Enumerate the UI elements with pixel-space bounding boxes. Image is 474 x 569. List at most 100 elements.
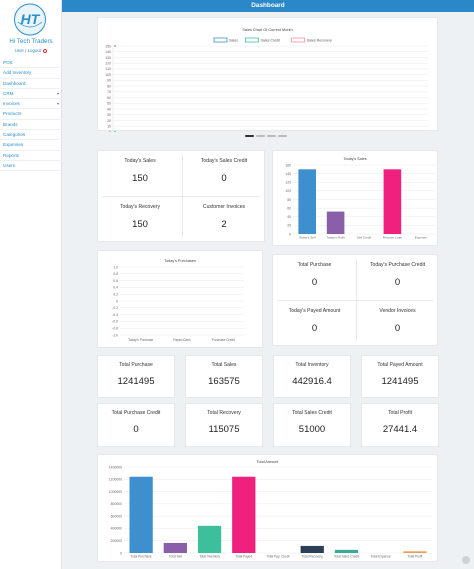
stat-value: 115075 xyxy=(208,424,240,435)
sidebar-item-add-inventory[interactable]: Add Inventory xyxy=(0,68,62,79)
y-tick-label: 1400000 xyxy=(109,465,122,469)
divider xyxy=(182,155,183,237)
y-tick-label: 110 xyxy=(105,67,111,71)
stat-label: Vendor Invoices xyxy=(379,308,416,314)
x-tick-label: Expense xyxy=(415,236,427,240)
sidebar-item-label: Brands xyxy=(3,121,18,127)
x-tick-label: Total Sell xyxy=(169,555,182,559)
stat-value: 150 xyxy=(132,173,148,184)
sidebar-item-label: Invoices xyxy=(3,101,20,107)
sales-chart-title: Sales Chart Of Current Month xyxy=(242,28,293,32)
sales-chart-panel: Sales Chart Of Current Month Sales Sales … xyxy=(97,17,438,132)
todays-purchases-chart: 1.0 0.8 0.6 0.4 0.2 0 -0.2 -0.4 -0.6 -0.8 -1.0 Toda… xyxy=(112,265,244,342)
x-tick-label: Total Payed xyxy=(235,555,252,559)
bar-today-s-sell xyxy=(298,169,317,234)
stat-label: Total Inventory xyxy=(295,362,329,368)
stat-label: Total Profit xyxy=(387,410,413,416)
sidebar-item-reports[interactable]: Reports xyxy=(0,151,62,161)
slider-dot[interactable] xyxy=(278,135,287,137)
hi-tech-logo[interactable]: HT xyxy=(13,3,47,36)
stat-card-total-sales-credit: Total Sales Credit 51000 xyxy=(273,403,351,447)
stat-label: Today's Sales Credit xyxy=(200,158,248,164)
y-tick-label: 140 xyxy=(285,172,291,176)
today-stats-group: Today's Sales 150 Today's Sales Credit 0 Tod… xyxy=(97,150,265,242)
y-tick-label: 60 xyxy=(107,96,111,100)
y-tick-label: 0.2 xyxy=(113,293,118,297)
x-tick-label: Total Profit xyxy=(407,555,422,559)
stat-value: 0 xyxy=(394,323,401,334)
x-tick-label: Total Pay. Credit xyxy=(266,555,289,559)
y-tick-label: 0.8 xyxy=(113,272,118,276)
y-tick-label: 0 xyxy=(120,551,122,555)
stat-value: 442916.4 xyxy=(292,376,332,387)
x-tick-label: Today's Sell xyxy=(299,236,316,240)
brand-name: Hi Tech Traders xyxy=(9,38,53,45)
sidebar-item-label: POS xyxy=(3,60,13,65)
stat-card-total-payed-amount: Total Payed Amount 1241495 xyxy=(361,355,439,398)
stat-label: Total Purchase xyxy=(119,362,153,368)
stat-card-total-purchase-credit: Total Purchase Credit 0 xyxy=(97,403,175,447)
logout-link[interactable]: Logout xyxy=(27,48,42,53)
sidebar-item-products[interactable]: Products xyxy=(0,109,62,120)
y-tick-label: 150 xyxy=(105,44,111,48)
slider-dot[interactable] xyxy=(245,135,254,137)
stat-card-total-profit: Total Profit 27441.4 xyxy=(361,403,439,447)
bar-total-inventory xyxy=(197,525,222,553)
sales-chart: Sales Sales Credit Sales Recovery 150 140 130… xyxy=(105,37,428,132)
page-title: Dashboard xyxy=(251,2,285,9)
x-tick-label: Today's Profit xyxy=(326,236,345,240)
total-amount-chart: 1400000 1200000 1000000 800000 600000 400000 2… xyxy=(109,465,432,559)
scroll-top-button[interactable] xyxy=(462,556,470,564)
sidebar-item-expenses[interactable]: Expenses xyxy=(0,140,62,151)
y-tick-label: -0.8 xyxy=(112,327,118,331)
sidebar-item-pos[interactable]: POS xyxy=(0,58,62,69)
x-tick-label: Total Inventory xyxy=(199,555,220,559)
sidebar-item-crm[interactable]: CRM ▾ xyxy=(0,89,62,100)
x-tick-label: Purchase Credit xyxy=(212,338,235,342)
x-tick-label: Recover Loan xyxy=(383,236,403,240)
sidebar-nav: POS Add Inventory Dashboard CRM ▾ Invoices ▾ Pr… xyxy=(0,58,62,172)
sidebar-item-label: Reports xyxy=(3,152,20,158)
y-tick-label: 800000 xyxy=(111,502,122,506)
y-tick-label: 70 xyxy=(107,90,111,94)
bar-total-recovery xyxy=(300,545,324,553)
x-tick-label: Today's Purchase xyxy=(128,338,153,342)
sidebar-item-invoices[interactable]: Invoices ▾ xyxy=(0,99,62,110)
y-tick-label: 80 xyxy=(287,198,291,202)
sidebar-item-brands[interactable]: Brands xyxy=(0,120,62,131)
stat-value: 1241495 xyxy=(117,376,155,387)
legend-label: Sales Credit xyxy=(261,39,281,43)
chevron-down-icon: ▾ xyxy=(56,101,59,107)
legend-label: Sales xyxy=(229,39,238,43)
bar-total-sales-credit xyxy=(334,549,359,553)
stat-value: 0 xyxy=(133,424,139,435)
x-tick-label: Total Expense xyxy=(371,555,391,559)
sidebar-item-dashboard[interactable]: Dashboard xyxy=(0,79,62,89)
stat-value: 1241495 xyxy=(381,376,419,387)
y-tick-label: 50 xyxy=(107,102,111,106)
legend-swatch xyxy=(213,37,228,43)
y-tick-label: 100 xyxy=(105,73,111,77)
stat-value: 0 xyxy=(311,323,318,334)
bar-total-purchase xyxy=(129,476,153,553)
stat-label: Total Recovery xyxy=(207,410,241,416)
power-icon[interactable] xyxy=(43,48,48,53)
todays-purchases-panel: Today's Purchases 1.0 0.8 0.6 0.4 0.2 0 -0.2 -0… xyxy=(97,250,263,348)
y-tick-label: 100 xyxy=(285,189,291,193)
slider-dot[interactable] xyxy=(256,135,265,137)
todays-sales-chart: 160 140 120 100 80 60 40 20 0 Today's Sell Today's… xyxy=(285,163,435,240)
sidebar-item-users[interactable]: Users xyxy=(0,161,62,172)
slider-dot[interactable] xyxy=(267,135,276,137)
y-tick-label: 0 xyxy=(289,232,291,236)
y-tick-label: 120 xyxy=(105,62,111,66)
stat-card-total-recovery: Total Recovery 115075 xyxy=(185,403,263,447)
stat-value: 0 xyxy=(311,277,318,288)
user-link[interactable]: User xyxy=(14,48,24,53)
y-tick-label: 1.0 xyxy=(113,265,118,269)
y-tick-label: 1200000 xyxy=(109,478,122,482)
bar-total-payed xyxy=(232,476,256,553)
sidebar-item-categories[interactable]: Categories xyxy=(0,130,62,141)
legend-label: Sales Recovery xyxy=(307,39,332,43)
y-tick-label: 0 xyxy=(116,299,118,303)
y-tick-label: 0.4 xyxy=(113,286,118,290)
